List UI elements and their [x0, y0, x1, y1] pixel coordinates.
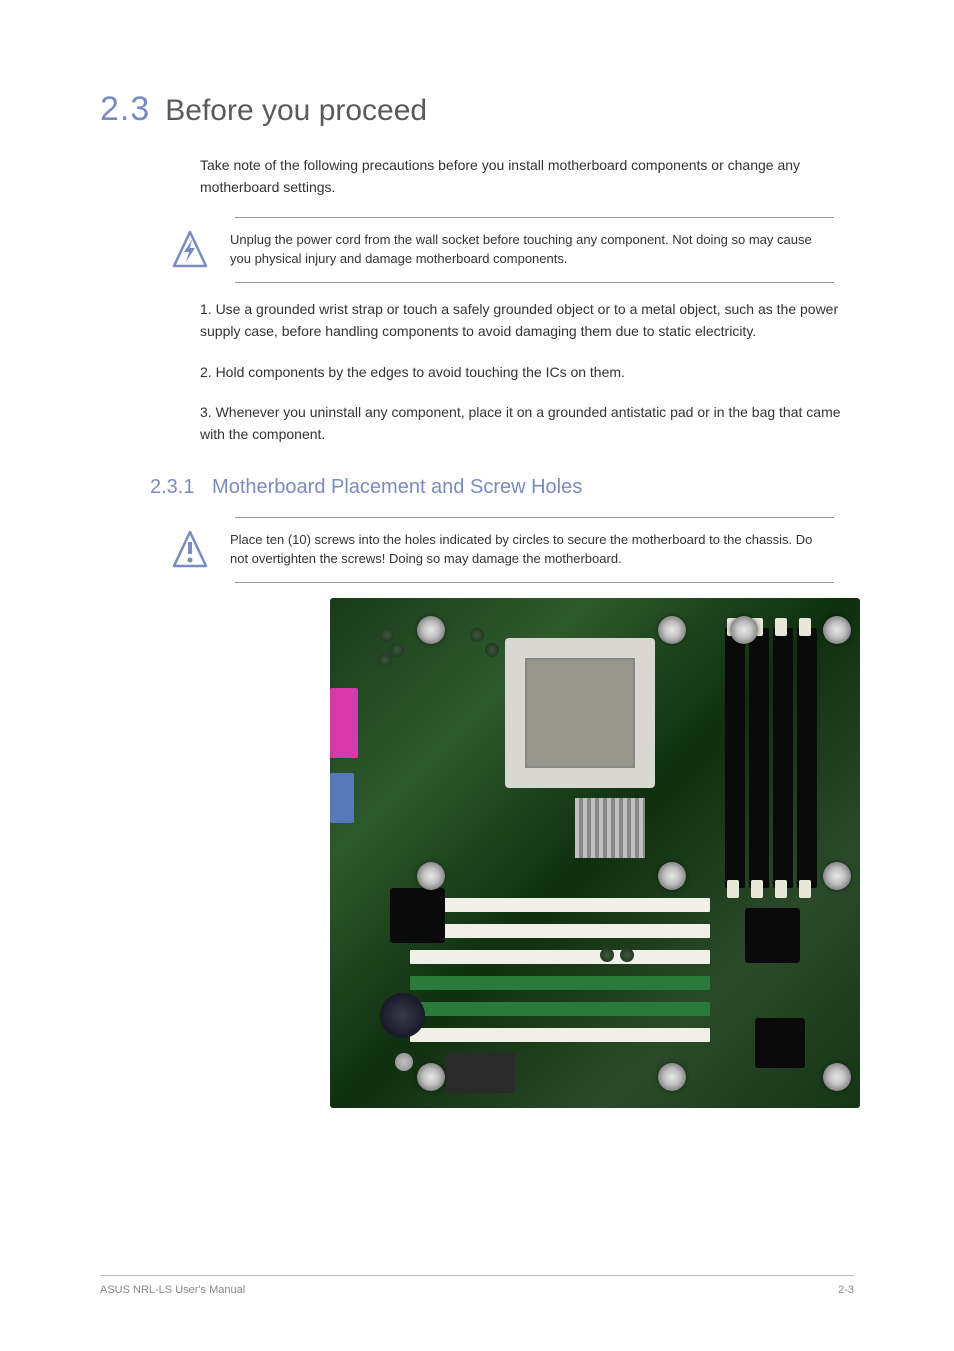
cpu-socket [505, 638, 655, 788]
danger-text: Unplug the power cord from the wall sock… [230, 230, 834, 269]
footer-divider [100, 1275, 854, 1276]
footer-right: 2-3 [838, 1284, 854, 1296]
mounting-hole [730, 616, 758, 644]
divider [235, 582, 834, 583]
precaution-2: 2. Hold components by the edges to avoid… [200, 361, 854, 383]
section-heading: 2.3 Before you proceed [100, 90, 854, 129]
mounting-hole [823, 1063, 851, 1091]
parallel-port [330, 688, 358, 758]
footer-left: ASUS NRL-LS User's Manual [100, 1284, 245, 1296]
subsection-number: 2.3.1 [150, 476, 194, 498]
intro-paragraph: Take note of the following precautions b… [200, 154, 854, 199]
caution-icon [170, 530, 210, 570]
pci-slots [410, 898, 710, 1058]
subsection-heading: 2.3.1 Motherboard Placement and Screw Ho… [150, 476, 854, 499]
danger-note: Unplug the power cord from the wall sock… [150, 217, 834, 283]
heatsink [575, 798, 645, 858]
section-number: 2.3 [100, 90, 150, 129]
precaution-1: 1. Use a grounded wrist strap or touch a… [200, 298, 854, 343]
ram-slots [725, 628, 825, 888]
bios-chip [445, 1053, 515, 1093]
mounting-hole [823, 616, 851, 644]
divider [235, 517, 834, 518]
mounting-hole [658, 616, 686, 644]
chip [380, 993, 425, 1038]
mounting-hole [417, 616, 445, 644]
lightning-icon [170, 230, 210, 270]
battery [395, 1053, 413, 1071]
chip [745, 908, 800, 963]
divider [235, 282, 834, 283]
mounting-hole [417, 862, 445, 890]
mounting-hole [823, 862, 851, 890]
mounting-hole [417, 1063, 445, 1091]
subsection-title: Motherboard Placement and Screw Holes [212, 476, 582, 498]
section-title: Before you proceed [165, 94, 427, 128]
mounting-hole [658, 862, 686, 890]
caution-note: Place ten (10) screws into the holes ind… [150, 517, 834, 583]
motherboard-image [330, 598, 860, 1108]
chip [755, 1018, 805, 1068]
divider [235, 217, 834, 218]
mounting-hole [658, 1063, 686, 1091]
caution-text: Place ten (10) screws into the holes ind… [230, 530, 834, 569]
precaution-3: 3. Whenever you uninstall any component,… [200, 401, 854, 446]
vga-port [330, 773, 354, 823]
chip [390, 888, 445, 943]
page-footer: ASUS NRL-LS User's Manual 2-3 [100, 1275, 854, 1296]
